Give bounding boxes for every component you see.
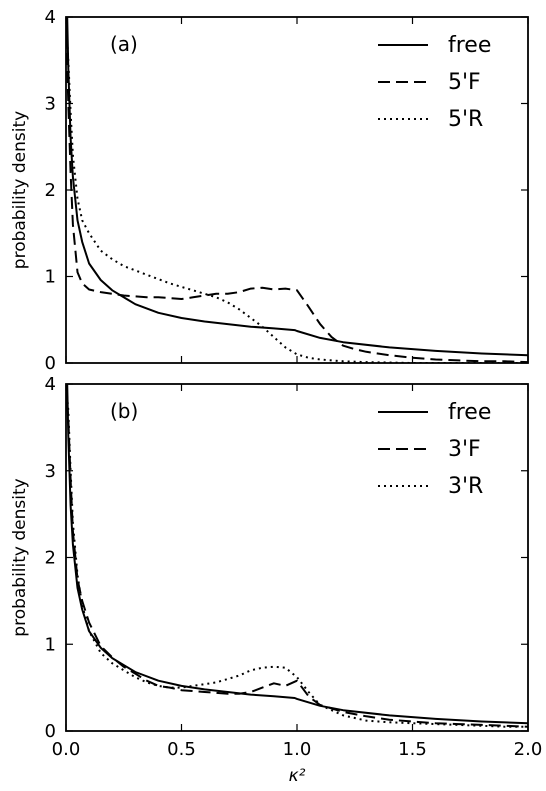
legend: free 5'F 5'R: [378, 33, 491, 132]
y-tick-label: 1: [45, 267, 56, 288]
plot-frame: [65, 16, 529, 364]
y-tick-label: 3: [45, 94, 56, 115]
x-axis-label: κ²: [289, 766, 306, 786]
series-line-5f: [66, 17, 528, 363]
y-tick-label: 2: [45, 548, 56, 569]
y-tick-label: 0: [45, 353, 56, 374]
x-tick-label: 2.0: [514, 739, 543, 760]
legend-label: free: [448, 400, 491, 425]
y-tick-label: 1: [45, 634, 56, 655]
panel-label: (b): [110, 399, 138, 423]
series-line-free: [66, 384, 528, 725]
panel-b: 0.0 0.5 1.0 1.5 2.0 0 1 2 3 4 probability density κ…: [10, 374, 542, 786]
y-tick-label: 3: [45, 461, 56, 482]
legend-label: 5'R: [448, 107, 483, 132]
series-line-3f: [66, 384, 528, 728]
series-group: [66, 384, 528, 728]
legend: free 3'F 3'R: [378, 400, 491, 499]
panel-label: (a): [110, 32, 138, 56]
legend-label: 3'R: [448, 474, 483, 499]
y-axis-label: probability density: [10, 478, 30, 636]
y-tick-label: 4: [45, 374, 56, 395]
x-tick-label: 1.5: [398, 739, 427, 760]
y-tick-label: 2: [45, 180, 56, 201]
series-line-5r: [66, 17, 528, 363]
y-tick-label: 4: [45, 7, 56, 28]
x-tick-label: 0.5: [167, 739, 196, 760]
y-axis-label: probability density: [10, 111, 30, 269]
x-tick-label: 1.0: [283, 739, 312, 760]
series-group: [66, 17, 528, 363]
legend-label: free: [448, 33, 491, 58]
legend-label: 5'F: [448, 70, 481, 95]
series-line-3r: [66, 384, 528, 728]
series-line-free: [66, 17, 528, 357]
panel-a: 0 1 2 3 4 probability density (a) free 5'F 5'R: [10, 7, 529, 374]
x-tick-label: 0.0: [52, 739, 81, 760]
y-tick-label: 0: [45, 721, 56, 742]
legend-label: 3'F: [448, 437, 481, 462]
